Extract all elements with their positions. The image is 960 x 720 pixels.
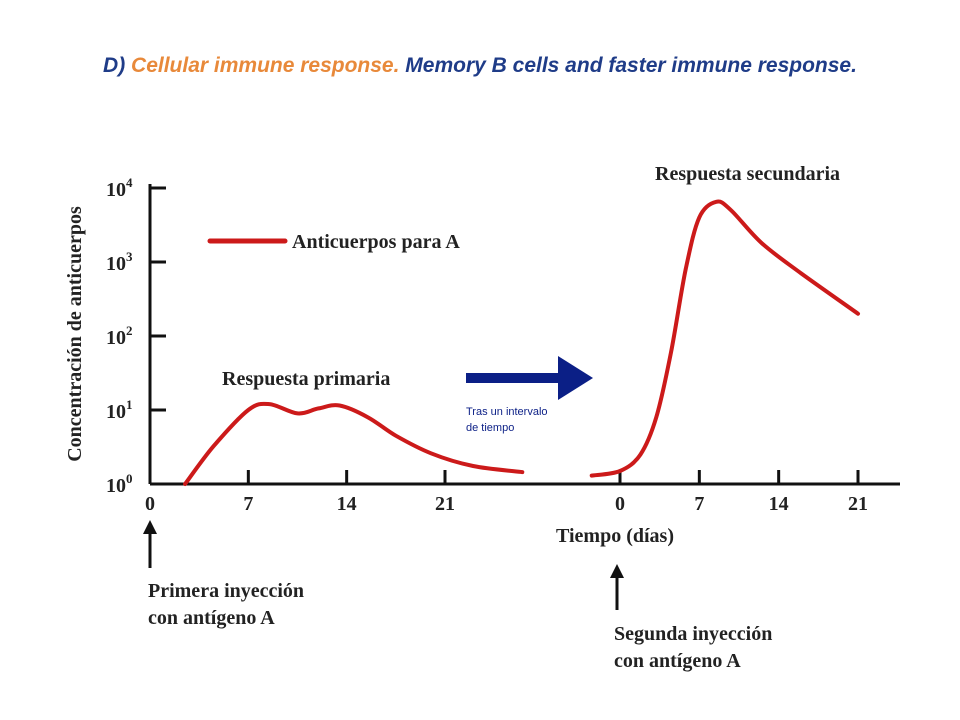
first-injection-arrow-head (143, 520, 157, 534)
y-tick-label: 103 (106, 249, 133, 275)
x-tick-label: 14 (337, 493, 357, 515)
second-injection-label-line1: Segunda inyección (614, 623, 772, 645)
primary-response-label: Respuesta primaria (222, 368, 390, 390)
first-injection-label-line2: con antígeno A (148, 607, 275, 629)
y-ticks: 100 101 102 103 104 (106, 175, 166, 497)
first-injection-label-line1: Primera inyección (148, 580, 304, 602)
x-axis-label: Tiempo (días) (556, 525, 674, 547)
x-ticks: 0 7 14 21 0 7 14 21 (145, 470, 868, 515)
slide-title: D) Cellular immune response. Memory B ce… (0, 54, 960, 78)
series-line-primary (183, 401, 525, 486)
first-injection-marker: Primera inyección con antígeno A (143, 520, 304, 629)
x-tick-label: 7 (694, 493, 704, 515)
x-tick-label: 0 (145, 493, 155, 515)
secondary-response-label: Respuesta secundaria (655, 163, 840, 185)
x-tick-label: 14 (769, 493, 789, 515)
series-line-secondary (589, 199, 860, 478)
x-tick-label: 21 (848, 493, 868, 515)
x-tick-label: 0 (615, 493, 625, 515)
y-tick-label: 101 (106, 397, 133, 423)
title-highlight: Cellular immune response. (131, 54, 400, 77)
transition-arrow-label-line2: de tiempo (466, 422, 514, 434)
y-tick-label: 100 (106, 471, 133, 497)
transition-arrow-head (558, 356, 593, 400)
second-injection-arrow-head (610, 564, 624, 578)
transition-arrow-label-line1: Tras un intervalo (466, 406, 548, 418)
y-tick-label: 104 (106, 175, 133, 201)
x-tick-label: 7 (243, 493, 253, 515)
second-injection-marker: Segunda inyección con antígeno A (610, 564, 772, 672)
legend: Anticuerpos para A (207, 231, 460, 253)
legend-label: Anticuerpos para A (292, 231, 460, 253)
transition-arrow: Tras un intervalo de tiempo (466, 356, 593, 434)
title-rest: Memory B cells and faster immune respons… (399, 54, 857, 77)
second-injection-label-line2: con antígeno A (614, 650, 741, 672)
y-tick-label: 102 (106, 323, 133, 349)
title-prefix: D) (103, 54, 132, 77)
x-tick-label: 21 (435, 493, 455, 515)
axes (148, 184, 900, 486)
y-axis-label: Concentración de anticuerpos (64, 206, 86, 462)
